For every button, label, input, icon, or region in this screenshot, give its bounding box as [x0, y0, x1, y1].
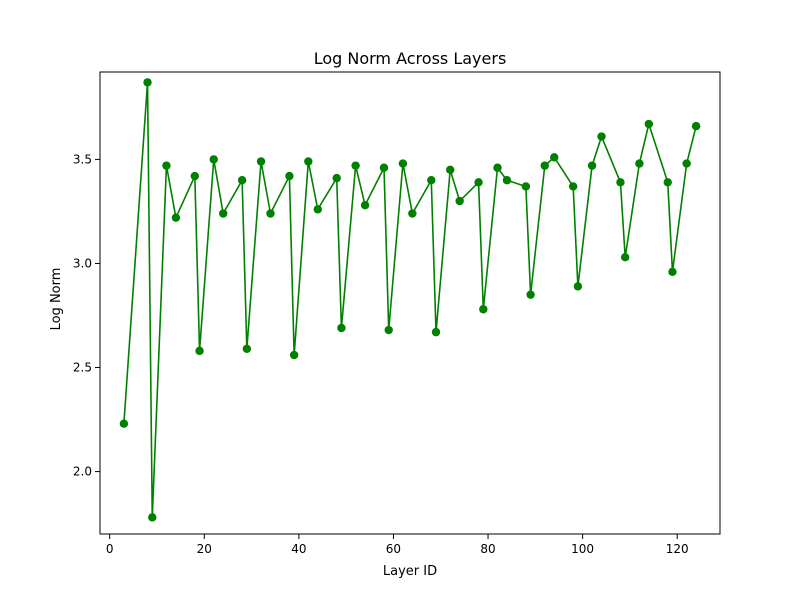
data-point [195, 346, 204, 356]
y-tick-label: 2.0 [73, 465, 92, 479]
x-tick-label: 100 [571, 542, 594, 556]
plot-area: 0 20 40 60 80 100 120 2.0 2.5 3.0 3.5 [73, 71, 721, 556]
data-point [256, 157, 266, 166]
data-point [218, 209, 228, 218]
data-point [398, 159, 408, 168]
data-point [242, 344, 252, 353]
data-point [502, 176, 512, 185]
data-point [597, 132, 606, 141]
data-point [360, 200, 370, 210]
data-point [445, 165, 455, 175]
y-tick-label: 2.5 [73, 361, 92, 375]
data-point [337, 323, 346, 333]
data-point [540, 161, 549, 170]
data-point [162, 161, 171, 170]
data-point [521, 182, 531, 191]
y-axis-label: Log Norm [49, 268, 64, 331]
data-point [620, 253, 630, 262]
data-point [190, 171, 200, 181]
data-point [663, 178, 672, 187]
data-point [143, 78, 152, 87]
data-point [568, 182, 578, 191]
data-point [171, 213, 181, 222]
data-point [474, 178, 483, 187]
x-tick-label: 120 [666, 542, 689, 556]
data-point [289, 350, 299, 360]
x-tick-label: 80 [480, 542, 495, 556]
x-tick-label: 20 [197, 542, 212, 556]
data-point [479, 305, 488, 314]
data-point [384, 325, 393, 335]
data-point [573, 282, 583, 291]
data-point [313, 205, 322, 214]
data-point [644, 119, 654, 129]
data-point [431, 327, 441, 337]
data-point [285, 171, 294, 181]
data-point [668, 267, 677, 276]
y-tick-label: 3.5 [73, 152, 92, 166]
data-point [332, 173, 341, 183]
data-point [526, 290, 535, 299]
data-point [266, 209, 275, 218]
data-point [148, 513, 157, 522]
x-tick-label: 60 [386, 542, 401, 556]
x-tick-label: 0 [106, 542, 114, 556]
chart-title: Log Norm Across Layers [314, 49, 507, 68]
data-point [304, 157, 313, 166]
data-point [119, 419, 129, 428]
data-point [493, 163, 502, 172]
data-point [408, 209, 417, 218]
data-point [691, 121, 701, 131]
x-tick-label: 40 [291, 542, 306, 556]
data-point [682, 159, 691, 168]
data-point [427, 176, 436, 185]
data-point [635, 159, 644, 168]
data-point [550, 153, 559, 162]
data-point [455, 196, 464, 206]
data-point [209, 155, 218, 164]
data-point [379, 163, 389, 172]
data-point [616, 178, 625, 187]
axes-frame [99, 71, 721, 535]
data-point [237, 176, 247, 185]
y-tick-label: 3.0 [73, 256, 92, 270]
data-point [587, 161, 597, 170]
data-point [351, 161, 360, 170]
x-axis-label: Layer ID [383, 564, 437, 579]
